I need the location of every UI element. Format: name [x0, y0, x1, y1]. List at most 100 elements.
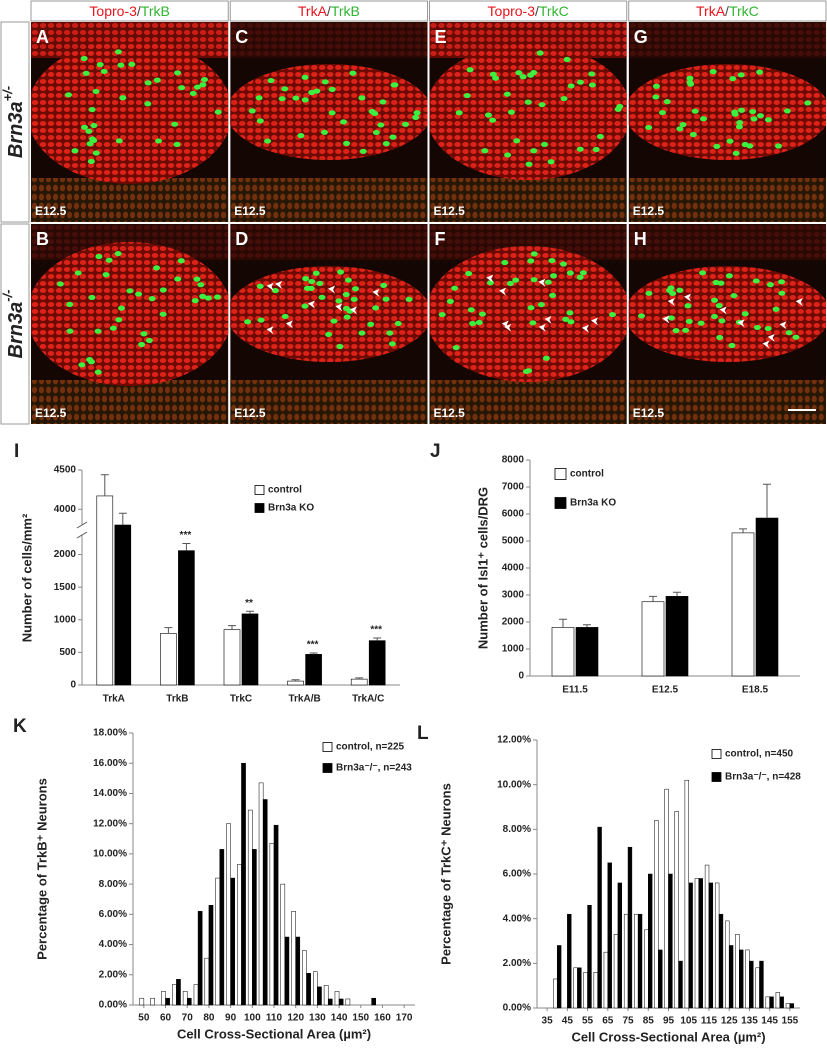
- axis-break: [76, 521, 88, 529]
- green-cell: [343, 314, 351, 320]
- green-cell: [66, 301, 74, 307]
- bar: [368, 640, 386, 686]
- x-tick-label: 155: [782, 1016, 799, 1027]
- legend-swatch: [554, 468, 567, 480]
- axis-break: [76, 531, 88, 539]
- green-cell: [725, 273, 733, 279]
- green-cell: [386, 330, 394, 336]
- green-cell: [321, 79, 329, 85]
- green-cell: [405, 296, 413, 302]
- micrograph: F E12.5: [429, 224, 627, 424]
- green-cell: [377, 122, 385, 128]
- spinal-cord: [230, 380, 428, 424]
- y-tick-label: 1000: [502, 644, 525, 655]
- green-cell: [645, 290, 653, 296]
- bar: [725, 920, 730, 1009]
- green-cell: [267, 77, 275, 84]
- x-tick-label: 55: [582, 1016, 594, 1027]
- bar: [728, 945, 734, 1009]
- bar: [327, 998, 333, 1006]
- green-cell: [778, 290, 786, 296]
- y-tick-label: 10.00%: [497, 779, 531, 790]
- green-cell: [567, 319, 575, 325]
- y-axis-title: Number of Isl1⁺ cells/DRG: [475, 487, 490, 649]
- legend-label: Brn3a KO: [268, 503, 314, 514]
- green-cell: [102, 272, 110, 278]
- bar: [287, 680, 304, 686]
- bar: [617, 882, 623, 1009]
- y-tick-label: 12.00%: [497, 735, 531, 746]
- header-part: /: [535, 3, 539, 19]
- green-cell: [114, 49, 122, 55]
- bar: [658, 949, 663, 1009]
- bar: [237, 864, 242, 1006]
- arrowhead: [737, 319, 745, 328]
- green-cell: [214, 294, 222, 300]
- stage-label: E12.5: [234, 406, 266, 420]
- green-cell: [451, 285, 459, 291]
- green-cell: [350, 296, 358, 302]
- x-tick-label: 95: [663, 1016, 675, 1027]
- green-cell: [114, 250, 122, 257]
- green-cell: [257, 317, 265, 323]
- error-bar: [309, 652, 318, 655]
- bar: [731, 532, 755, 677]
- green-cell: [697, 320, 705, 326]
- arrowhead: [335, 303, 343, 312]
- green-cell: [512, 277, 520, 283]
- green-cell: [684, 303, 692, 309]
- green-cell: [718, 318, 726, 324]
- green-cell: [478, 311, 486, 317]
- green-cell: [785, 330, 793, 336]
- y-tick-label: 2000: [54, 549, 77, 560]
- y-tick-label: 14.00%: [93, 788, 127, 799]
- green-cell: [466, 67, 474, 73]
- ganglion: [429, 246, 627, 382]
- micrograph: H E12.5: [628, 224, 826, 424]
- green-cell: [343, 140, 351, 146]
- y-tick-label: 4.00%: [99, 939, 127, 950]
- arrowhead: [504, 323, 512, 332]
- bar: [317, 986, 322, 1006]
- green-cell: [255, 95, 263, 101]
- bar: [160, 633, 177, 686]
- micrograph: D E12.5: [230, 224, 428, 424]
- header-part: TrkA: [298, 3, 328, 19]
- micrograph: A E12.5: [31, 22, 229, 222]
- green-cell: [191, 298, 199, 304]
- green-cell: [271, 287, 279, 294]
- green-cell: [171, 121, 179, 127]
- green-cell: [709, 69, 717, 75]
- green-cell: [804, 100, 812, 106]
- green-cell: [438, 311, 446, 318]
- stage-label: E12.5: [633, 406, 665, 420]
- bar: [623, 913, 629, 1009]
- green-cell: [278, 96, 286, 102]
- green-cell: [486, 280, 494, 286]
- green-cell: [92, 150, 100, 156]
- green-cell: [783, 108, 791, 114]
- bar: [644, 929, 649, 1009]
- arrowhead: [538, 278, 546, 287]
- x-tick-label: 60: [160, 1013, 172, 1024]
- arrowhead: [767, 333, 775, 342]
- panel-letter: J: [430, 441, 441, 462]
- arrowhead: [544, 315, 552, 324]
- green-cell: [549, 292, 557, 298]
- x-axis-title: Cell Cross-Sectional Area (µm²): [571, 1029, 765, 1044]
- green-cell: [388, 341, 396, 347]
- green-cell: [750, 116, 758, 122]
- y-tick-label: 1000: [54, 614, 77, 625]
- legend-label: control, n=225: [336, 742, 405, 753]
- green-cell: [352, 286, 360, 292]
- column-header-box: [628, 0, 827, 22]
- green-cell: [301, 74, 309, 80]
- bar: [284, 936, 290, 1006]
- green-cell: [537, 301, 545, 308]
- ganglion: [230, 266, 428, 362]
- green-cell: [504, 152, 512, 158]
- panel-letter: L: [417, 723, 429, 744]
- green-cell: [308, 89, 316, 96]
- bar: [165, 997, 170, 1006]
- arrowhead: [266, 326, 274, 335]
